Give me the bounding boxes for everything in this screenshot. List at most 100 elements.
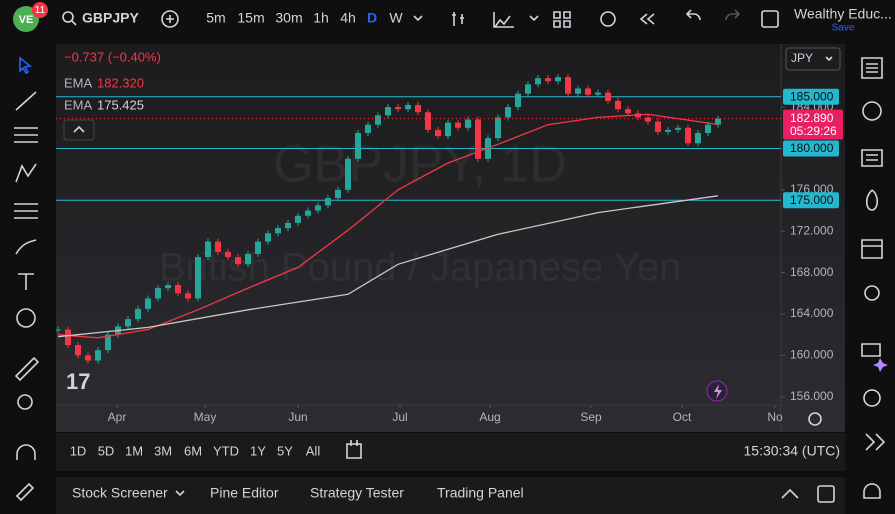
undo-button[interactable]: [685, 9, 701, 21]
candle: [615, 100, 621, 110]
bottom-tab[interactable]: Stock Screener: [72, 485, 168, 501]
timeframe[interactable]: 15m: [237, 10, 264, 26]
account-name[interactable]: Wealthy Educ...: [794, 6, 892, 22]
ideas-button[interactable]: [864, 285, 880, 301]
measure-tool[interactable]: [14, 356, 40, 382]
calendar-button[interactable]: [861, 239, 883, 259]
chart-panel: [56, 44, 845, 432]
candle: [345, 158, 351, 190]
candle: [165, 285, 171, 289]
replay-button[interactable]: [639, 13, 655, 25]
text-tool[interactable]: [18, 273, 34, 290]
ranges: 1D 5D 1M 3M 6M YTD 1Y 5Y All: [70, 443, 321, 458]
timeframe[interactable]: 5m: [206, 10, 225, 26]
more-timeframes[interactable]: [413, 15, 423, 22]
chart-type-button[interactable]: [452, 12, 464, 26]
timeframe[interactable]: 1h: [313, 10, 329, 26]
candle: [75, 345, 81, 356]
prediction-tool[interactable]: [14, 203, 38, 219]
range-button[interactable]: All: [306, 443, 321, 458]
y-tick-label: 156.000: [790, 389, 834, 403]
brush-tool[interactable]: [15, 239, 37, 255]
x-tick-label: May: [194, 410, 217, 424]
x-tick-label: Oct: [673, 410, 692, 424]
timeframe[interactable]: D: [367, 10, 377, 26]
date-range-button[interactable]: [346, 440, 362, 459]
candle: [215, 241, 221, 252]
ema-value: 175.425: [97, 97, 144, 112]
range-button[interactable]: 5D: [98, 443, 115, 458]
indicators-menu[interactable]: [529, 15, 539, 22]
range-button[interactable]: 1M: [125, 443, 143, 458]
collapse-legend[interactable]: [63, 119, 95, 141]
settings-button[interactable]: [808, 412, 822, 426]
fib-tool[interactable]: [14, 127, 38, 143]
legend: EMA 182.320 EMA 175.425: [64, 75, 144, 112]
range-button[interactable]: YTD: [213, 443, 239, 458]
candle: [455, 122, 461, 128]
avatar-initials: VE: [19, 14, 34, 26]
bottom-tab[interactable]: Pine Editor: [210, 485, 279, 501]
timeframes: 5m 15m 30m 1h 4h D W: [206, 10, 403, 26]
plot: [56, 74, 781, 364]
range-button[interactable]: 1D: [70, 443, 87, 458]
compare-icon: [166, 15, 174, 23]
range-button[interactable]: 6M: [184, 443, 202, 458]
magnet-tool[interactable]: [16, 444, 36, 460]
candle: [175, 285, 181, 294]
search-icon[interactable]: [62, 11, 74, 23]
chat-button[interactable]: [861, 343, 881, 357]
maximize-panel[interactable]: [817, 485, 835, 503]
bottom-tab[interactable]: Strategy Tester: [310, 485, 404, 501]
news-button[interactable]: [861, 149, 883, 167]
layout-button[interactable]: [761, 10, 779, 28]
badge-count: 11: [35, 5, 46, 16]
pattern-tool[interactable]: [15, 163, 37, 183]
ema-line: [57, 195, 719, 338]
cursor-tool[interactable]: [19, 56, 32, 75]
indicators-button[interactable]: [493, 12, 514, 28]
candle: [255, 241, 261, 254]
watchlist-button[interactable]: [861, 57, 883, 79]
currency-box[interactable]: [785, 47, 841, 71]
screener-menu[interactable]: [175, 490, 185, 497]
alert-button[interactable]: [600, 11, 616, 27]
candle: [705, 124, 711, 133]
collapse-panel[interactable]: [781, 488, 799, 499]
timeframe[interactable]: W: [389, 10, 403, 26]
timeframe[interactable]: 30m: [275, 10, 302, 26]
emoji-tool[interactable]: [16, 308, 36, 328]
candle: [245, 253, 251, 265]
lock-tool[interactable]: [15, 482, 35, 502]
expand-button[interactable]: [865, 433, 886, 451]
candle: [125, 319, 131, 327]
currency[interactable]: JPY: [791, 51, 813, 65]
alerts-button[interactable]: [862, 101, 882, 121]
timeframe[interactable]: 4h: [340, 10, 356, 26]
hotlists-button[interactable]: [865, 189, 879, 211]
currency-menu: [825, 56, 833, 62]
candle: [665, 129, 671, 132]
compare-button[interactable]: [161, 10, 179, 28]
candle: [195, 257, 201, 299]
notifications-button[interactable]: [863, 483, 881, 499]
candle: [85, 355, 91, 361]
zoom-tool[interactable]: [17, 394, 33, 410]
symbol[interactable]: GBPJPY: [82, 10, 139, 26]
candle: [505, 107, 511, 118]
bottom-tabs: Stock Screener Pine Editor Strategy Tester…: [72, 485, 524, 501]
range-button[interactable]: 3M: [154, 443, 172, 458]
templates-button[interactable]: [553, 11, 571, 28]
range-button[interactable]: 5Y: [277, 443, 293, 458]
ema-value: 182.320: [97, 75, 144, 90]
level-label: 185.000: [790, 89, 834, 103]
trend-line-tool[interactable]: [15, 91, 37, 111]
price-change: −0.737 (−0.40%): [64, 49, 161, 64]
candle: [205, 241, 211, 258]
candle: [415, 105, 421, 113]
save-button[interactable]: Save: [832, 23, 855, 34]
range-button[interactable]: 1Y: [250, 443, 266, 458]
help-button[interactable]: [863, 389, 881, 407]
bottom-tab[interactable]: Trading Panel: [437, 485, 524, 501]
